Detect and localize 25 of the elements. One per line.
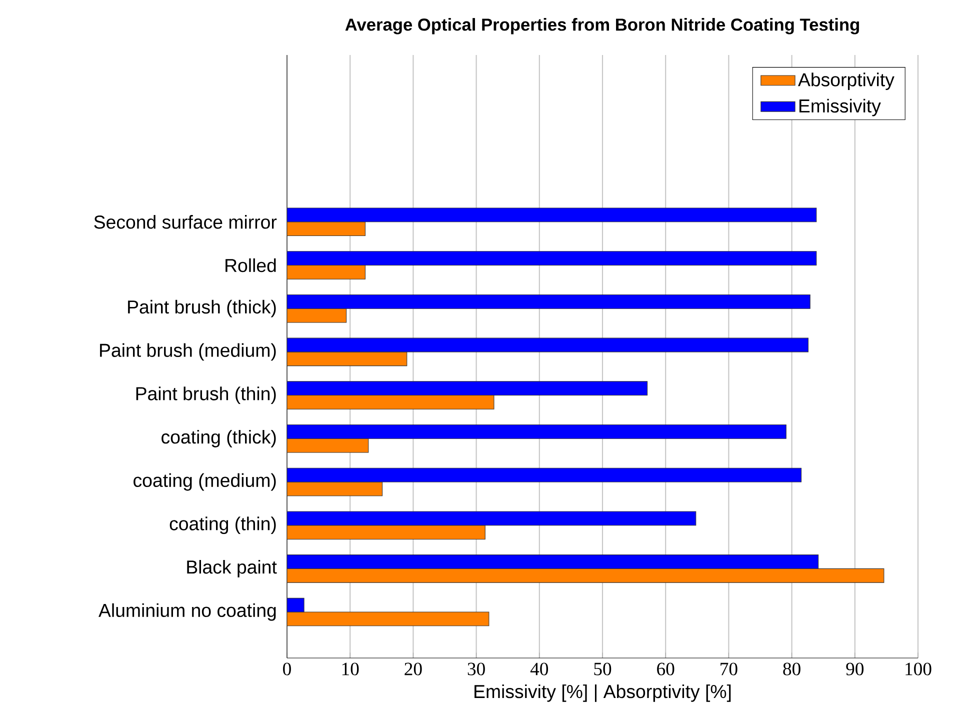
y-tick-label: Second surface mirror bbox=[94, 215, 277, 229]
x-tick-label: 20 bbox=[404, 662, 422, 676]
x-tick-label: 0 bbox=[283, 662, 291, 676]
y-tick-label: Black paint bbox=[187, 560, 277, 578]
y-tick-label: coating (thick) bbox=[162, 430, 276, 448]
x-axis-title: Emissivity [%] | Absorptivity [%] bbox=[474, 684, 731, 702]
x-tick-label: 70 bbox=[720, 662, 738, 676]
y-tick-label: Rolled bbox=[226, 258, 276, 272]
x-tick-label: 30 bbox=[468, 662, 485, 676]
y-tick-label: coating (medium) bbox=[134, 473, 276, 491]
x-tick-label: 100 bbox=[906, 662, 932, 676]
y-tick-label: Paint brush (medium) bbox=[100, 343, 276, 361]
x-tick-label: 10 bbox=[342, 662, 359, 676]
x-tick-label: 40 bbox=[530, 662, 548, 676]
legend-label: Emissivity bbox=[799, 98, 881, 116]
legend-label: Absorptivity bbox=[798, 72, 894, 90]
y-tick-label: Paint brush (thin) bbox=[136, 386, 276, 404]
x-tick-label: 90 bbox=[846, 662, 864, 676]
x-tick-label: 50 bbox=[594, 662, 612, 676]
x-tick-label: 80 bbox=[783, 662, 800, 676]
chart-title: Average Optical Properties from Boron Nitride Coating Testing bbox=[345, 18, 859, 34]
y-tick-label: Paint brush (thick) bbox=[128, 300, 276, 318]
x-tick-label: 60 bbox=[657, 662, 674, 676]
y-tick-label: coating (thin) bbox=[170, 516, 276, 534]
y-tick-label: Aluminium no coating bbox=[98, 603, 276, 621]
